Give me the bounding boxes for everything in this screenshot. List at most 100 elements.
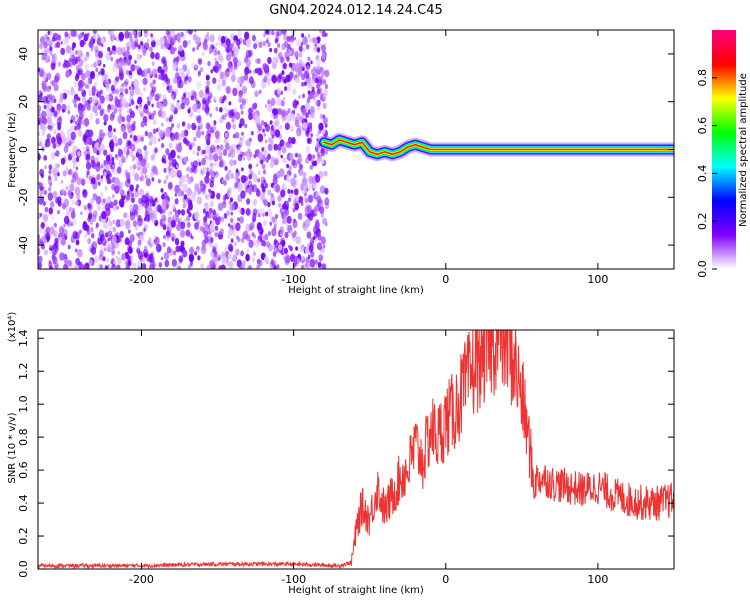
noise-speck bbox=[246, 198, 251, 205]
noise-speck bbox=[174, 238, 180, 246]
noise-speck bbox=[79, 66, 82, 71]
noise-speck bbox=[76, 193, 81, 200]
noise-speck bbox=[286, 115, 292, 123]
noise-speck bbox=[204, 221, 208, 228]
noise-speck bbox=[131, 157, 135, 162]
noise-speck bbox=[97, 100, 102, 106]
noise-speck bbox=[166, 226, 170, 231]
noise-speck bbox=[228, 260, 234, 269]
noise-speck bbox=[86, 138, 90, 145]
noise-speck bbox=[263, 33, 266, 38]
noise-speck bbox=[306, 97, 311, 104]
noise-speck bbox=[95, 157, 99, 163]
noise-speck bbox=[121, 83, 125, 87]
noise-speck bbox=[133, 79, 139, 88]
noise-speck bbox=[225, 121, 231, 130]
noise-speck bbox=[222, 95, 227, 101]
noise-speck bbox=[48, 164, 53, 171]
noise-speck bbox=[119, 189, 125, 196]
noise-speck bbox=[65, 206, 70, 215]
noise-speck bbox=[305, 145, 311, 154]
noise-speck bbox=[41, 189, 45, 195]
noise-speck bbox=[313, 66, 316, 71]
noise-speck bbox=[264, 104, 268, 109]
noise-speck bbox=[128, 86, 132, 91]
noise-speck bbox=[162, 94, 167, 100]
noise-speck bbox=[304, 70, 308, 75]
noise-speck bbox=[307, 33, 311, 38]
noise-speck bbox=[71, 58, 77, 66]
noise-speck bbox=[109, 233, 112, 238]
noise-speck bbox=[236, 144, 241, 151]
noise-speck bbox=[296, 128, 302, 137]
noise-speck bbox=[242, 86, 246, 93]
noise-speck bbox=[65, 185, 69, 191]
noise-speck bbox=[257, 123, 263, 132]
noise-speck bbox=[48, 169, 52, 175]
noise-speck bbox=[228, 228, 234, 236]
noise-speck bbox=[58, 62, 61, 67]
noise-speck bbox=[243, 57, 248, 64]
noise-speck bbox=[124, 30, 130, 39]
noise-speck bbox=[128, 103, 131, 107]
noise-speck bbox=[237, 60, 242, 67]
noise-speck bbox=[262, 40, 267, 47]
noise-speck bbox=[308, 122, 313, 129]
noise-speck bbox=[77, 151, 81, 157]
noise-speck bbox=[119, 231, 124, 239]
noise-speck bbox=[70, 131, 77, 140]
noise-speck bbox=[76, 177, 82, 185]
noise-speck bbox=[130, 99, 134, 104]
noise-speck bbox=[140, 136, 144, 142]
noise-speck bbox=[305, 112, 309, 119]
noise-speck bbox=[38, 104, 41, 110]
noise-speck bbox=[209, 200, 214, 208]
noise-speck bbox=[80, 86, 84, 92]
noise-speck bbox=[52, 190, 58, 199]
noise-speck bbox=[265, 211, 269, 217]
noise-speck bbox=[137, 260, 142, 269]
noise-speck bbox=[49, 125, 53, 131]
noise-speck bbox=[85, 70, 92, 79]
noise-speck bbox=[252, 208, 258, 216]
noise-speck bbox=[237, 206, 241, 211]
noise-speck bbox=[150, 51, 155, 60]
noise-speck bbox=[162, 98, 168, 108]
noise-speck bbox=[136, 232, 140, 237]
noise-speck bbox=[115, 36, 120, 43]
noise-speck bbox=[162, 242, 166, 248]
x-tick-label: -100 bbox=[281, 573, 306, 586]
noise-speck bbox=[75, 257, 81, 266]
noise-speck bbox=[261, 81, 267, 89]
noise-speck bbox=[186, 209, 190, 214]
noise-speck bbox=[240, 175, 247, 184]
noise-speck bbox=[220, 35, 226, 44]
noise-speck bbox=[54, 162, 60, 172]
noise-speck bbox=[194, 97, 198, 103]
noise-speck bbox=[165, 148, 170, 156]
noise-speck bbox=[232, 53, 235, 58]
noise-speck bbox=[235, 222, 241, 231]
noise-speck bbox=[110, 165, 113, 170]
noise-speck bbox=[303, 195, 308, 202]
noise-speck bbox=[71, 192, 74, 196]
noise-speck bbox=[50, 41, 54, 47]
noise-speck bbox=[171, 123, 175, 128]
noise-speck bbox=[187, 30, 192, 34]
noise-speck bbox=[116, 166, 122, 174]
noise-speck bbox=[309, 209, 315, 217]
noise-speck bbox=[203, 216, 208, 223]
noise-speck bbox=[301, 107, 307, 116]
noise-speck bbox=[312, 183, 317, 190]
noise-speck bbox=[218, 67, 222, 72]
noise-speck bbox=[148, 141, 153, 146]
noise-speck bbox=[286, 163, 289, 169]
noise-speck bbox=[55, 259, 59, 265]
noise-speck bbox=[50, 201, 55, 208]
noise-speck bbox=[117, 62, 122, 68]
noise-speck bbox=[274, 222, 278, 228]
noise-speck bbox=[244, 123, 248, 129]
noise-speck bbox=[298, 51, 303, 58]
noise-speck bbox=[190, 256, 194, 261]
noise-speck bbox=[137, 96, 143, 105]
